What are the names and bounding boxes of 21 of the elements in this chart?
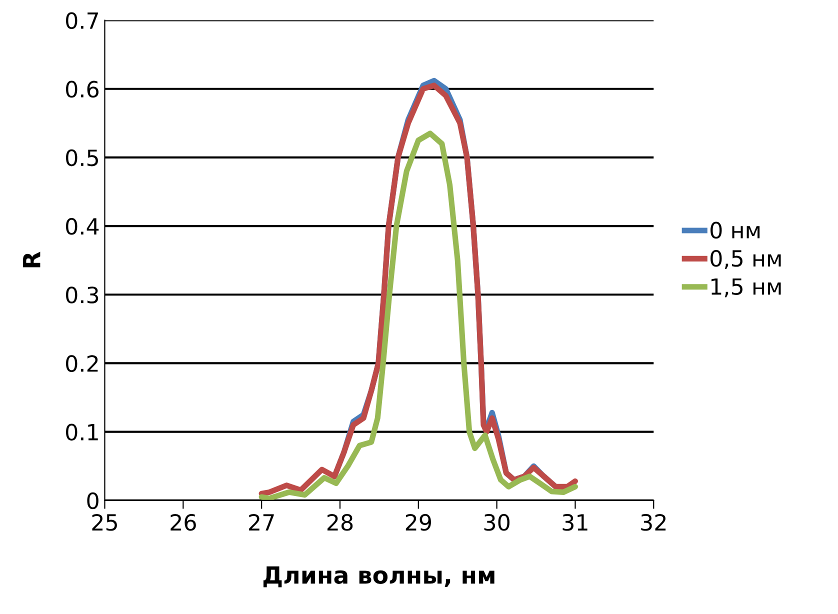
x-tick-label: 25 [92,514,117,531]
x-tick-label: 30 [484,514,510,531]
y-tick-label: 0.3 [66,286,98,304]
y-axis-title: R [22,252,40,268]
y-tick-label: 0.1 [66,424,98,441]
y-tick-label: 0 [87,492,98,510]
legend-label: 0 нм [710,222,760,239]
x-tick-label: 27 [249,514,274,530]
x-tick-label: 26 [170,514,196,531]
x-tick-label: 28 [327,514,353,531]
legend-label: 0,5 нм [710,250,781,270]
x-tick-label: 31 [562,514,588,531]
x-tick-label: 29 [406,514,431,531]
y-tick-label: 0.5 [66,149,98,166]
x-tick-label: 32 [641,514,666,531]
y-tick-label: 0.7 [66,12,98,30]
y-tick-label: 0.2 [66,355,98,372]
x-axis-title: Длина волны, нм [263,566,494,588]
legend-label: 1,5 нм [712,278,781,298]
y-tick-label: 0.4 [66,218,99,235]
y-tick-label: 0.6 [66,80,98,98]
